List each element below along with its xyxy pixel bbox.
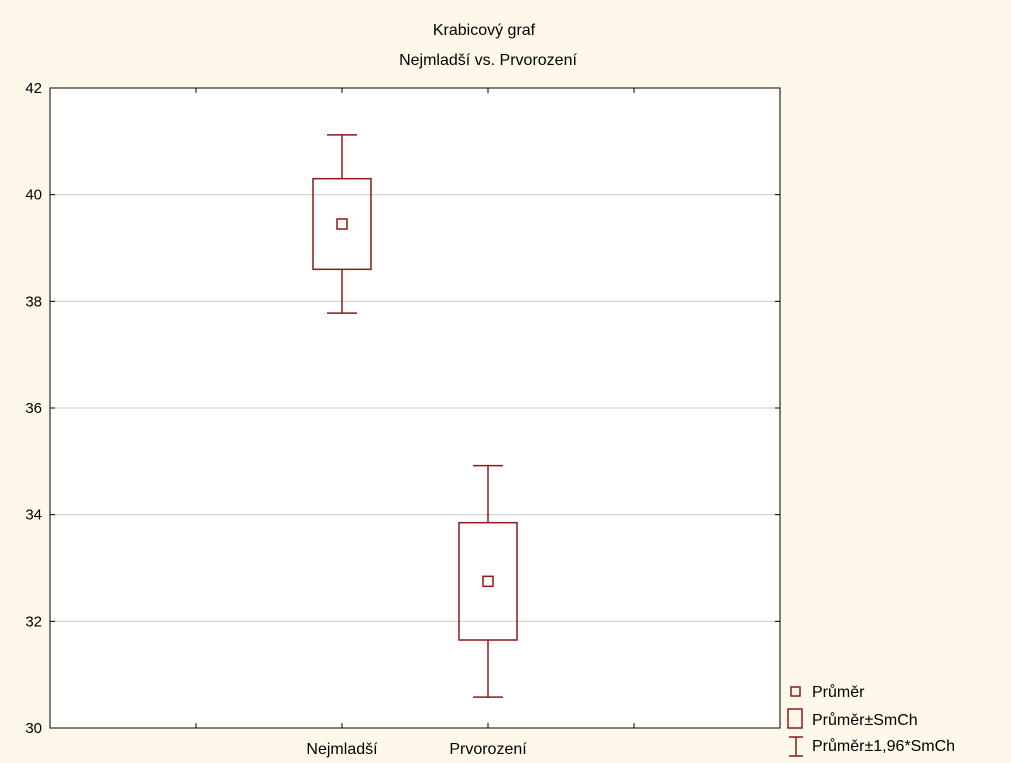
chart-title: Krabicový graf Nejmladší vs. Prvorození — [399, 22, 577, 69]
legend-mean-marker — [790, 686, 801, 697]
legend-whisker-marker — [789, 736, 803, 757]
legend-label-whisker: Průměr±1,96*SmCh — [812, 737, 955, 755]
legend-label-box: Průměr±SmCh — [812, 711, 918, 729]
box-1 — [312, 134, 372, 314]
y-axis: 30 32 34 36 38 40 42 — [25, 80, 780, 737]
legend-label-mean: Průměr — [812, 683, 865, 701]
y-tick-label: 32 — [25, 613, 42, 630]
legend-box-marker — [787, 708, 803, 729]
y-tick-label: 42 — [25, 80, 42, 97]
y-tick-label: 36 — [25, 400, 42, 417]
chart-title-line-1: Krabicový graf — [433, 22, 536, 39]
x-category-label: Nejmladší — [306, 741, 378, 758]
mean-marker — [336, 218, 348, 230]
y-tick-label: 38 — [25, 293, 42, 310]
chart-title-line-2: Nejmladší vs. Prvorození — [399, 52, 577, 69]
box-series — [312, 134, 518, 698]
y-tick-label: 40 — [25, 187, 42, 204]
y-tick-label: 34 — [25, 507, 42, 524]
y-tick-label: 30 — [25, 720, 42, 737]
legend: Průměr Průměr±SmCh Průměr±1,96*SmCh — [787, 683, 955, 757]
mean-marker — [482, 575, 494, 588]
grid-lines — [50, 194, 780, 622]
x-category-label: Prvorození — [449, 741, 527, 758]
x-axis: Nejmladší Prvorození — [195, 88, 635, 758]
box-2 — [458, 464, 518, 698]
